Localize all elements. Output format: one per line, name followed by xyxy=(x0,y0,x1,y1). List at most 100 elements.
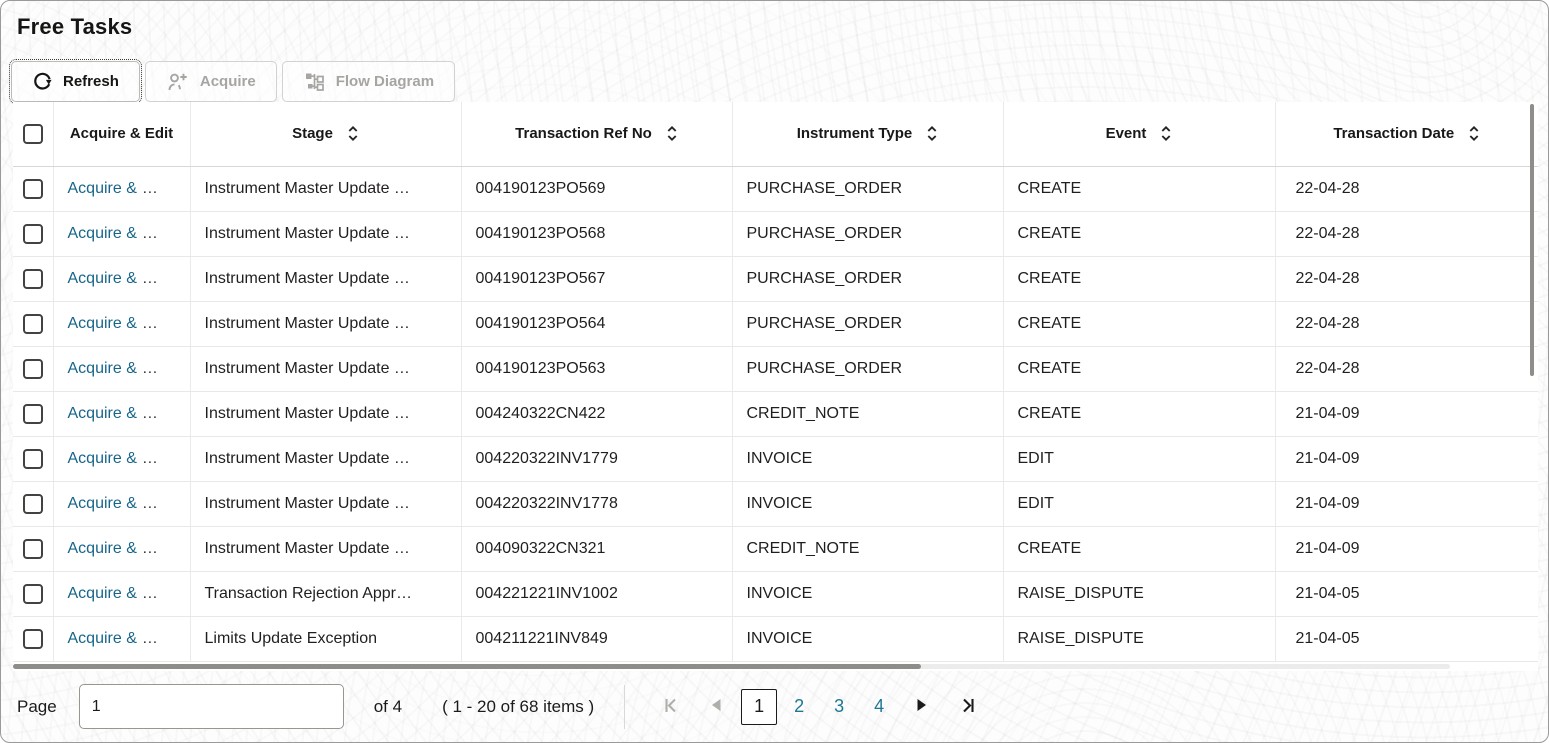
acquire-edit-link[interactable]: Acquire &… xyxy=(67,269,158,287)
row-checkbox[interactable] xyxy=(22,628,43,649)
transaction-ref-cell: 004240322CN422 xyxy=(461,391,733,437)
footer-divider xyxy=(624,684,626,729)
column-header-instrument-type[interactable]: Instrument Type xyxy=(732,102,1004,167)
page-title: Free Tasks xyxy=(17,14,133,39)
select-all-checkbox[interactable] xyxy=(22,123,43,144)
column-header-event[interactable]: Event xyxy=(1003,102,1276,167)
row-checkbox[interactable] xyxy=(22,538,43,559)
column-header-stage[interactable]: Stage xyxy=(190,102,462,167)
row-checkbox[interactable] xyxy=(22,268,43,289)
acquire-edit-link[interactable]: Acquire &… xyxy=(67,584,158,602)
page-link-2[interactable]: 2 xyxy=(794,696,805,716)
event-cell: CREATE xyxy=(1003,346,1276,392)
acquire-button[interactable]: Acquire xyxy=(144,61,277,102)
event-cell: CREATE xyxy=(1003,211,1276,257)
sort-icon[interactable] xyxy=(926,125,938,142)
sort-icon[interactable] xyxy=(1468,125,1480,142)
table-header-row: Acquire & Edit Stage Transaction Ref No … xyxy=(13,102,1538,167)
acquire-edit-link[interactable]: Acquire &… xyxy=(67,629,158,647)
transaction-ref-cell: 004220322INV1779 xyxy=(461,436,733,482)
add-user-icon xyxy=(166,71,190,93)
acquire-edit-link[interactable]: Acquire &… xyxy=(67,179,158,197)
acquire-edit-link[interactable]: Acquire &… xyxy=(67,314,158,332)
acquire-edit-link[interactable]: Acquire &… xyxy=(67,449,158,467)
row-checkbox[interactable] xyxy=(22,403,43,424)
items-range-text: ( 1 - 20 of 68 items ) xyxy=(442,696,595,716)
acquire-edit-link[interactable]: Acquire &… xyxy=(67,224,158,242)
event-cell: CREATE xyxy=(1003,301,1276,347)
flow-diagram-icon xyxy=(303,70,326,93)
acquire-edit-link[interactable]: Acquire &… xyxy=(67,359,158,377)
transaction-date-cell: 22-04-28 xyxy=(1275,166,1538,212)
stage-cell: Transaction Rejection Appr… xyxy=(190,571,462,617)
toolbar: Refresh Acquire xyxy=(9,59,1548,104)
refresh-button[interactable]: Refresh xyxy=(9,59,142,104)
row-checkbox[interactable] xyxy=(22,178,43,199)
horizontal-scrollbar[interactable] xyxy=(13,661,1538,671)
page-count-text: of 4 xyxy=(373,696,403,716)
column-header-acquire-edit: Acquire & Edit xyxy=(53,102,191,167)
row-checkbox[interactable] xyxy=(22,448,43,469)
flow-diagram-button[interactable]: Flow Diagram xyxy=(281,61,456,102)
page-number-input[interactable] xyxy=(78,684,344,729)
table-row: Acquire &… Instrument Master Update … 00… xyxy=(13,166,1538,212)
stage-cell: Instrument Master Update … xyxy=(190,256,462,302)
page-link-3[interactable]: 3 xyxy=(834,696,845,716)
acquire-edit-link[interactable]: Acquire &… xyxy=(67,404,158,422)
transaction-ref-cell: 004190123PO569 xyxy=(461,166,733,212)
table-row: Acquire &… Instrument Master Update … 00… xyxy=(13,526,1538,572)
transaction-ref-cell: 004090322CN321 xyxy=(461,526,733,572)
event-cell: RAISE_DISPUTE xyxy=(1003,571,1276,617)
row-checkbox[interactable] xyxy=(22,313,43,334)
table-row: Acquire &… Instrument Master Update … 00… xyxy=(13,391,1538,437)
transaction-date-cell: 22-04-28 xyxy=(1275,301,1538,347)
transaction-ref-cell: 004190123PO567 xyxy=(461,256,733,302)
free-tasks-table: Acquire & Edit Stage Transaction Ref No … xyxy=(13,102,1538,671)
row-checkbox[interactable] xyxy=(22,358,43,379)
column-header-transaction-ref-no[interactable]: Transaction Ref No xyxy=(461,102,733,167)
row-checkbox[interactable] xyxy=(22,223,43,244)
first-page-icon xyxy=(661,696,680,718)
sort-icon[interactable] xyxy=(347,125,359,142)
transaction-date-cell: 21-04-05 xyxy=(1275,616,1538,662)
acquire-edit-link[interactable]: Acquire &… xyxy=(67,539,158,557)
stage-cell: Instrument Master Update … xyxy=(190,346,462,392)
page-link-4[interactable]: 4 xyxy=(874,696,885,716)
transaction-ref-cell: 004221221INV1002 xyxy=(461,571,733,617)
instrument-type-cell: PURCHASE_ORDER xyxy=(732,211,1004,257)
sort-icon[interactable] xyxy=(1160,125,1172,142)
first-page-button[interactable] xyxy=(647,689,693,725)
current-page-indicator[interactable]: 1 xyxy=(741,688,778,725)
row-checkbox[interactable] xyxy=(22,493,43,514)
table-row: Acquire &… Instrument Master Update … 00… xyxy=(13,346,1538,392)
acquire-edit-link[interactable]: Acquire &… xyxy=(67,494,158,512)
transaction-ref-cell: 004190123PO563 xyxy=(461,346,733,392)
event-cell: EDIT xyxy=(1003,436,1276,482)
horizontal-scrollbar-thumb[interactable] xyxy=(13,663,921,669)
page-label: Page xyxy=(17,696,57,716)
instrument-type-cell: PURCHASE_ORDER xyxy=(732,166,1004,212)
transaction-date-cell: 21-04-09 xyxy=(1275,481,1538,527)
vertical-scrollbar-thumb[interactable] xyxy=(1530,104,1534,376)
transaction-ref-cell: 004190123PO568 xyxy=(461,211,733,257)
column-header-transaction-date[interactable]: Transaction Date xyxy=(1275,102,1538,167)
instrument-type-cell: CREDIT_NOTE xyxy=(732,391,1004,437)
row-checkbox[interactable] xyxy=(22,583,43,604)
column-label: Transaction Date xyxy=(1333,125,1455,143)
stage-cell: Instrument Master Update … xyxy=(190,166,462,212)
event-cell: CREATE xyxy=(1003,526,1276,572)
table-row: Acquire &… Instrument Master Update … 00… xyxy=(13,481,1538,527)
table-row: Acquire &… Instrument Master Update … 00… xyxy=(13,436,1538,482)
instrument-type-cell: INVOICE xyxy=(732,436,1004,482)
stage-cell: Instrument Master Update … xyxy=(190,211,462,257)
sort-icon[interactable] xyxy=(666,125,678,142)
stage-cell: Limits Update Exception xyxy=(190,616,462,662)
stage-cell: Instrument Master Update … xyxy=(190,526,462,572)
stage-cell: Instrument Master Update … xyxy=(190,391,462,437)
instrument-type-cell: PURCHASE_ORDER xyxy=(732,301,1004,347)
previous-page-button[interactable] xyxy=(693,689,739,725)
next-page-icon xyxy=(916,698,928,715)
transaction-date-cell: 21-04-09 xyxy=(1275,526,1538,572)
last-page-button[interactable] xyxy=(945,689,991,725)
next-page-button[interactable] xyxy=(899,689,945,725)
